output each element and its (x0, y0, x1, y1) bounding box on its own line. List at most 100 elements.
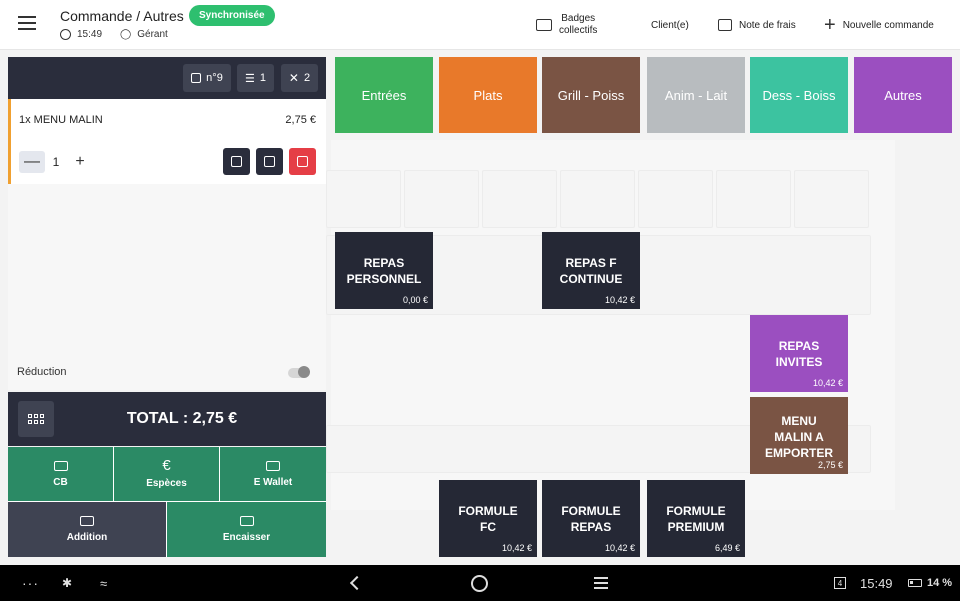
back-chevron-icon (349, 575, 365, 591)
category-dessert-boisson[interactable]: Dess - Boiss (750, 57, 848, 133)
product-formule-premium[interactable]: FORMULE PREMIUM 6,49 € (647, 480, 745, 557)
page-title: Commande / Autres (60, 8, 184, 24)
order-lines-empty-area (8, 184, 326, 356)
edit-line-button[interactable] (223, 148, 250, 175)
product-price: 10,42 € (812, 378, 843, 388)
client-label: Client(e) (651, 19, 689, 31)
product-name: REPAS INVITES (775, 339, 823, 369)
product-name: FORMULE PREMIUM (666, 504, 726, 534)
bag-icon (191, 73, 202, 83)
order-lines-count: 1 (259, 72, 266, 84)
home-button[interactable] (471, 565, 488, 601)
pay-cb-label: CB (53, 476, 68, 488)
product-repas-f-continue[interactable]: REPAS F CONTINUE 10,42 € (542, 232, 640, 309)
pay-ewallet-label: E Wallet (253, 476, 293, 488)
plus-icon: + (824, 14, 836, 36)
category-entrees[interactable]: Entrées (335, 57, 433, 133)
quantity-value: 1 (52, 155, 60, 169)
category-plats[interactable]: Plats (439, 57, 537, 133)
order-line-name: 1x MENU MALIN (19, 114, 103, 126)
increase-quantity-button[interactable]: + (75, 153, 85, 170)
pay-ewallet-button[interactable]: E Wallet (220, 447, 326, 502)
new-order-button[interactable]: + Nouvelle commande (824, 10, 934, 40)
keypad-button[interactable] (18, 401, 54, 437)
category-label: Anim - Lait (664, 87, 728, 103)
category-label: Autres (884, 87, 922, 103)
addition-button[interactable]: Addition (8, 502, 167, 557)
delete-line-button[interactable] (289, 148, 316, 175)
category-anim-lait[interactable]: Anim - Lait (647, 57, 745, 133)
reduction-toggle[interactable] (288, 366, 310, 378)
more-icon[interactable]: ··· (22, 575, 39, 591)
expense-note-label: Note de frais (739, 19, 796, 31)
product-repas-invites[interactable]: REPAS INVITES 10,42 € (750, 315, 848, 392)
badges-label-line2: collectifs (559, 25, 598, 36)
printer-icon (80, 516, 94, 526)
product-formule-fc[interactable]: FORMULE FC 10,42 € (439, 480, 537, 557)
reduction-label: Réduction (17, 366, 67, 378)
order-total: TOTAL : 2,75 € (126, 410, 238, 427)
gift-icon (264, 156, 275, 167)
category-grill-poisson[interactable]: Grill - Poiss (542, 57, 640, 133)
trash-icon (297, 156, 308, 167)
order-time: 15:49 (77, 29, 103, 40)
badge-icon (536, 19, 552, 31)
product-repas-personnel[interactable]: REPAS PERSONNEL 0,00 € (335, 232, 433, 309)
product-price: 10,42 € (604, 543, 635, 553)
pay-cash-button[interactable]: € Espèces (114, 447, 220, 502)
printer-icon (718, 19, 732, 31)
home-icon (471, 574, 488, 592)
product-price: 0,00 € (402, 295, 428, 305)
product-name: FORMULE REPAS (561, 504, 621, 534)
product-menu-malin-a-emporter[interactable]: MENU MALIN A EMPORTER 2,75 € (750, 397, 848, 474)
badges-button[interactable]: Badges collectifs (536, 10, 597, 40)
system-navigation-bar: ··· ✱ ≈ 4 15:49 14 % (0, 565, 960, 601)
covers-count: 2 (303, 72, 311, 84)
system-time: 15:49 (860, 575, 893, 591)
new-order-label: Nouvelle commande (842, 19, 934, 31)
product-name: FORMULE FC (458, 504, 518, 534)
cash-register-icon (239, 516, 254, 526)
category-autres[interactable]: Autres (854, 57, 952, 133)
gift-line-button[interactable] (256, 148, 283, 175)
expense-note-button[interactable]: Note de frais (718, 10, 796, 40)
reduction-row: Réduction (8, 356, 326, 390)
ticket-number: n°9 (206, 72, 223, 84)
user-name: Gérant (137, 29, 168, 40)
bluetooth-icon: ✱ (62, 576, 73, 590)
decrease-quantity-button[interactable]: — (19, 151, 45, 173)
recent-apps-button[interactable] (594, 565, 608, 601)
category-label: Dess - Boiss (762, 87, 836, 103)
order-line[interactable]: 1x MENU MALIN 2,75 € — 1 + (8, 99, 326, 184)
badges-label-line1: Badges (561, 13, 596, 24)
total-bar: TOTAL : 2,75 € (8, 392, 326, 446)
checkout-button[interactable]: Encaisser (167, 502, 326, 557)
product-price: 6,49 € (714, 543, 740, 553)
product-name: REPAS PERSONNEL (346, 256, 422, 286)
client-button[interactable]: Client(e) (651, 10, 689, 40)
cutlery-icon: ✕ (288, 71, 299, 85)
ticket-number-button[interactable]: n°9 (183, 64, 231, 92)
order-meta: 15:49 ◯ Gérant (60, 29, 168, 40)
menu-icon[interactable] (18, 16, 36, 30)
app-header: Commande / Autres Synchronisée 15:49 ◯ G… (0, 0, 960, 50)
category-label: Entrées (361, 87, 407, 103)
wallet-icon (266, 460, 280, 471)
battery-status: 14 % (908, 565, 952, 601)
order-lines-button[interactable]: ☰ 1 (237, 64, 274, 92)
product-price: 10,42 € (604, 295, 635, 305)
back-button[interactable] (349, 565, 365, 601)
covers-button[interactable]: ✕ 2 (281, 64, 318, 92)
battery-icon (908, 579, 922, 587)
battery-level: 14 % (927, 577, 953, 589)
addition-label: Addition (66, 532, 108, 543)
recent-apps-icon (594, 574, 608, 592)
quantity-stepper: — 1 + (19, 151, 93, 173)
product-formule-repas[interactable]: FORMULE REPAS 10,42 € (542, 480, 640, 557)
list-icon: ☰ (245, 72, 255, 85)
pay-cb-button[interactable]: CB (8, 447, 114, 502)
product-price: 10,42 € (501, 543, 532, 553)
credit-card-icon (53, 460, 68, 471)
category-label: Grill - Poiss (557, 87, 625, 103)
product-price: 2,75 € (817, 460, 843, 470)
